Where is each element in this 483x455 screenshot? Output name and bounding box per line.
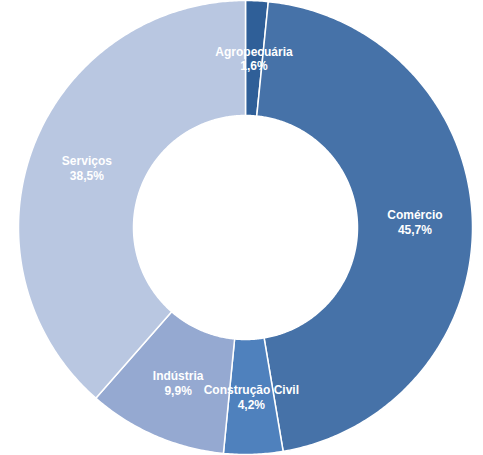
svg-text:Agropecuária1,6%: Agropecuária1,6% — [215, 45, 293, 73]
svg-text:Construção Civil4,2%: Construção Civil4,2% — [204, 383, 299, 411]
svg-text:Serviços38,5%: Serviços38,5% — [62, 154, 112, 182]
svg-text:Indústria9,9%: Indústria9,9% — [153, 369, 204, 397]
svg-text:Comércio45,7%: Comércio45,7% — [387, 208, 442, 236]
